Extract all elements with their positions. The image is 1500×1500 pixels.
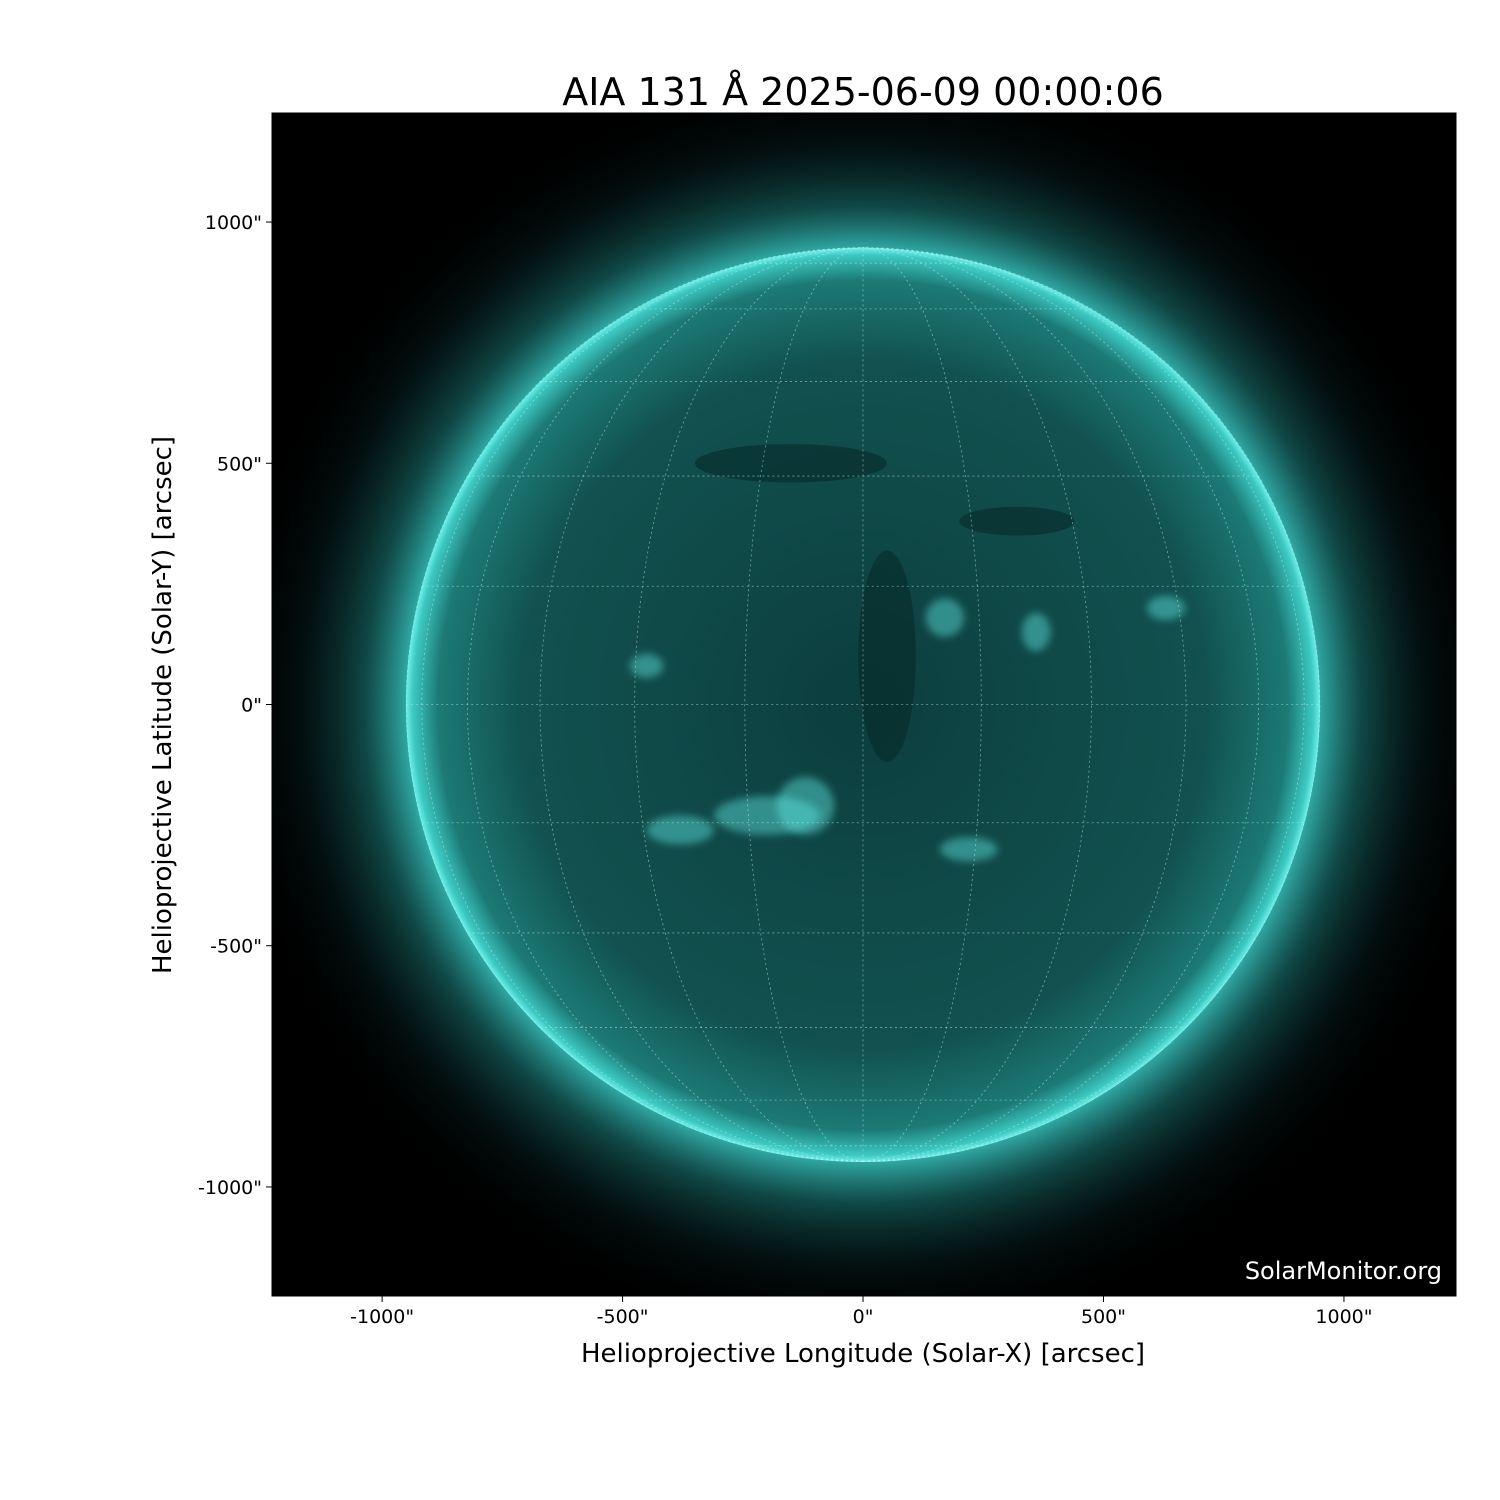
active-region bbox=[1146, 596, 1186, 621]
heliographic-grid bbox=[405, 247, 1321, 1162]
active-region bbox=[714, 796, 820, 835]
active-region bbox=[629, 653, 664, 678]
longitude-line bbox=[862, 247, 1321, 1162]
chart-title: AIA 131 Å 2025-06-09 00:00:06 bbox=[562, 70, 1164, 114]
active-region bbox=[1021, 612, 1051, 652]
y-tick-label: -500" bbox=[210, 936, 262, 958]
coronal-hole bbox=[694, 444, 887, 483]
active-region bbox=[940, 837, 998, 862]
watermark: SolarMonitor.org bbox=[1245, 1257, 1442, 1285]
active-region bbox=[776, 777, 835, 835]
solar-image: SolarMonitor.org bbox=[272, 113, 1456, 1296]
y-tick-label: 0" bbox=[241, 695, 262, 717]
longitude-line bbox=[466, 247, 864, 1162]
y-axis: 1000" 500" 0" -500" -1000" bbox=[198, 212, 272, 1199]
coronal-hole bbox=[858, 550, 916, 762]
x-axis: -1000" -500" 0" 500" 1000" bbox=[350, 1296, 1372, 1328]
active-regions bbox=[629, 444, 1186, 862]
longitude-line bbox=[862, 247, 982, 1162]
longitude-line bbox=[862, 247, 1305, 1162]
y-tick-label: 1000" bbox=[205, 212, 262, 234]
x-tick-label: 1000" bbox=[1315, 1306, 1372, 1328]
x-tick-label: -1000" bbox=[350, 1306, 414, 1328]
y-tick-label: 500" bbox=[217, 453, 262, 475]
x-tick-label: 0" bbox=[853, 1306, 874, 1328]
longitude-line bbox=[744, 247, 864, 1162]
longitude-line bbox=[862, 247, 1260, 1162]
active-region bbox=[925, 598, 964, 637]
active-region bbox=[646, 815, 714, 845]
x-tick-label: -500" bbox=[597, 1306, 649, 1328]
longitude-line bbox=[421, 247, 864, 1162]
y-tick-label: -1000" bbox=[198, 1177, 262, 1199]
longitude-line bbox=[405, 247, 864, 1162]
x-axis-label: Helioprojective Longitude (Solar-X) [arc… bbox=[581, 1339, 1145, 1369]
x-tick-label: 500" bbox=[1081, 1306, 1126, 1328]
longitude-line bbox=[539, 247, 864, 1162]
longitude-line bbox=[862, 247, 1187, 1162]
coronal-hole bbox=[959, 506, 1075, 536]
y-axis-label: Helioprojective Latitude (Solar-Y) [arcs… bbox=[148, 436, 178, 974]
